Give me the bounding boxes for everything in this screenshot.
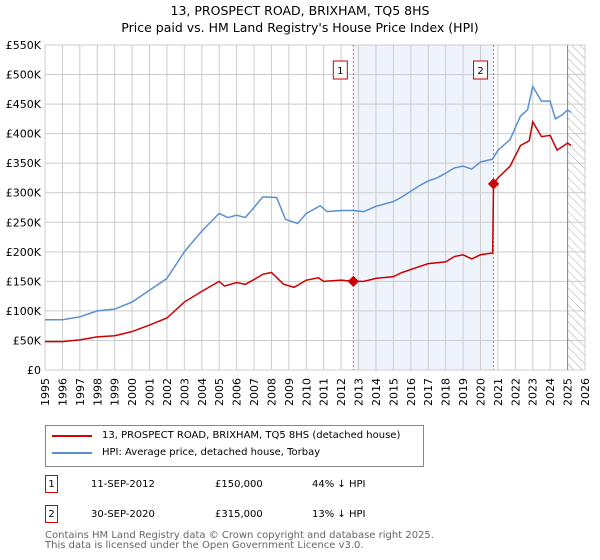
y-tick-label: £550K [6, 39, 42, 52]
y-tick-label: £300K [6, 187, 42, 200]
x-tick-label: 2002 [161, 378, 174, 406]
transaction-hpi: 13% ↓ HPI [312, 509, 366, 520]
x-tick-label: 2014 [370, 378, 383, 406]
x-tick-label: 2018 [440, 378, 453, 406]
transaction-date: 11-SEP-2012 [91, 479, 155, 490]
chart-title: 13, PROSPECT ROAD, BRIXHAM, TQ5 8HS [170, 3, 430, 18]
transaction-hpi: 44% ↓ HPI [312, 479, 366, 490]
x-tick-label: 1999 [109, 378, 122, 406]
transaction-row: 1 11-SEP-2012 £150,000 44% ↓ HPI [45, 475, 465, 495]
copyright-text: Contains HM Land Registry data © Crown c… [45, 530, 434, 541]
transaction-badge: 1 [45, 475, 58, 493]
x-tick-label: 2020 [474, 378, 487, 406]
x-tick-label: 2006 [231, 378, 244, 406]
x-tick-label: 2016 [405, 378, 418, 406]
annotation-badge [332, 60, 348, 80]
x-tick-label: 2007 [248, 378, 261, 406]
x-tick-label: 2010 [300, 378, 313, 406]
footer: Contains HM Land Registry data © Crown c… [45, 531, 434, 551]
sale-marker [487, 178, 500, 190]
x-tick-label: 1995 [39, 378, 52, 406]
y-tick-label: £350K [6, 157, 42, 170]
x-tick-label: 2024 [544, 378, 557, 406]
legend: 13, PROSPECT ROAD, BRIXHAM, TQ5 8HS (det… [45, 425, 424, 467]
x-tick-label: 2015 [387, 378, 400, 406]
transaction-date: 30-SEP-2020 [91, 509, 155, 520]
chart-subtitle: Price paid vs. HM Land Registry's House … [121, 20, 479, 35]
legend-item-hpi: HPI: Average price, detached house, Torb… [52, 447, 320, 458]
transaction-price: £315,000 [215, 509, 263, 520]
x-tick-label: 2026 [579, 378, 592, 406]
y-tick-label: £50K [13, 334, 42, 347]
transaction-price: £150,000 [215, 479, 263, 490]
x-tick-label: 2013 [353, 378, 366, 406]
price-chart: 1995 1996 1997 1998 1999 2000 2001 2002 2003 2004… [6, 39, 592, 406]
x-tick-label: 2011 [318, 378, 331, 406]
x-tick-label: 2023 [527, 378, 540, 406]
x-tick-label: 1996 [56, 378, 69, 406]
x-tick-label: 2008 [265, 378, 278, 406]
licence-text: This data is licensed under the Open Gov… [45, 540, 364, 551]
x-tick-label: 2025 [562, 378, 575, 406]
x-tick-label: 1997 [74, 378, 87, 406]
forecast-hatch [567, 45, 585, 370]
red-line-swatch [52, 434, 92, 437]
annotation-badge [473, 60, 489, 80]
x-tick-label: 2001 [144, 378, 157, 406]
x-tick-label: 1998 [91, 378, 104, 406]
transaction-badge: 2 [45, 505, 58, 523]
legend-label: 13, PROSPECT ROAD, BRIXHAM, TQ5 8HS (det… [102, 430, 401, 441]
series-line [45, 84, 572, 321]
legend-label: HPI: Average price, detached house, Torb… [102, 447, 321, 458]
transaction-row: 2 30-SEP-2020 £315,000 13% ↓ HPI [45, 505, 465, 525]
y-tick-label: £250K [6, 216, 42, 229]
annotation-label: 2 [477, 66, 483, 77]
x-tick-label: 2009 [283, 378, 296, 406]
y-tick-label: £150K [6, 275, 42, 288]
x-tick-label: 2021 [492, 378, 505, 406]
x-tick-label: 2003 [178, 378, 191, 406]
y-tick-label: £450K [6, 98, 42, 111]
y-tick-label: £200K [6, 246, 42, 259]
shaded-period [353, 45, 494, 370]
x-tick-label: 2004 [196, 378, 209, 406]
y-tick-label: £500K [6, 69, 42, 82]
sale-marker [347, 275, 359, 288]
x-tick-label: 2017 [422, 378, 435, 406]
x-tick-label: 2012 [335, 378, 348, 406]
x-tick-label: 2005 [213, 378, 226, 406]
x-tick-label: 2019 [457, 378, 470, 406]
annotation-label: 1 [337, 66, 343, 77]
y-tick-label: £0 [27, 364, 41, 377]
x-tick-label: 2022 [509, 378, 522, 406]
legend-item-property: 13, PROSPECT ROAD, BRIXHAM, TQ5 8HS (det… [52, 430, 400, 441]
y-tick-label: £100K [6, 305, 42, 318]
x-tick-label: 2000 [126, 378, 139, 406]
y-tick-label: £400K [6, 128, 42, 141]
blue-line-swatch [52, 451, 92, 454]
